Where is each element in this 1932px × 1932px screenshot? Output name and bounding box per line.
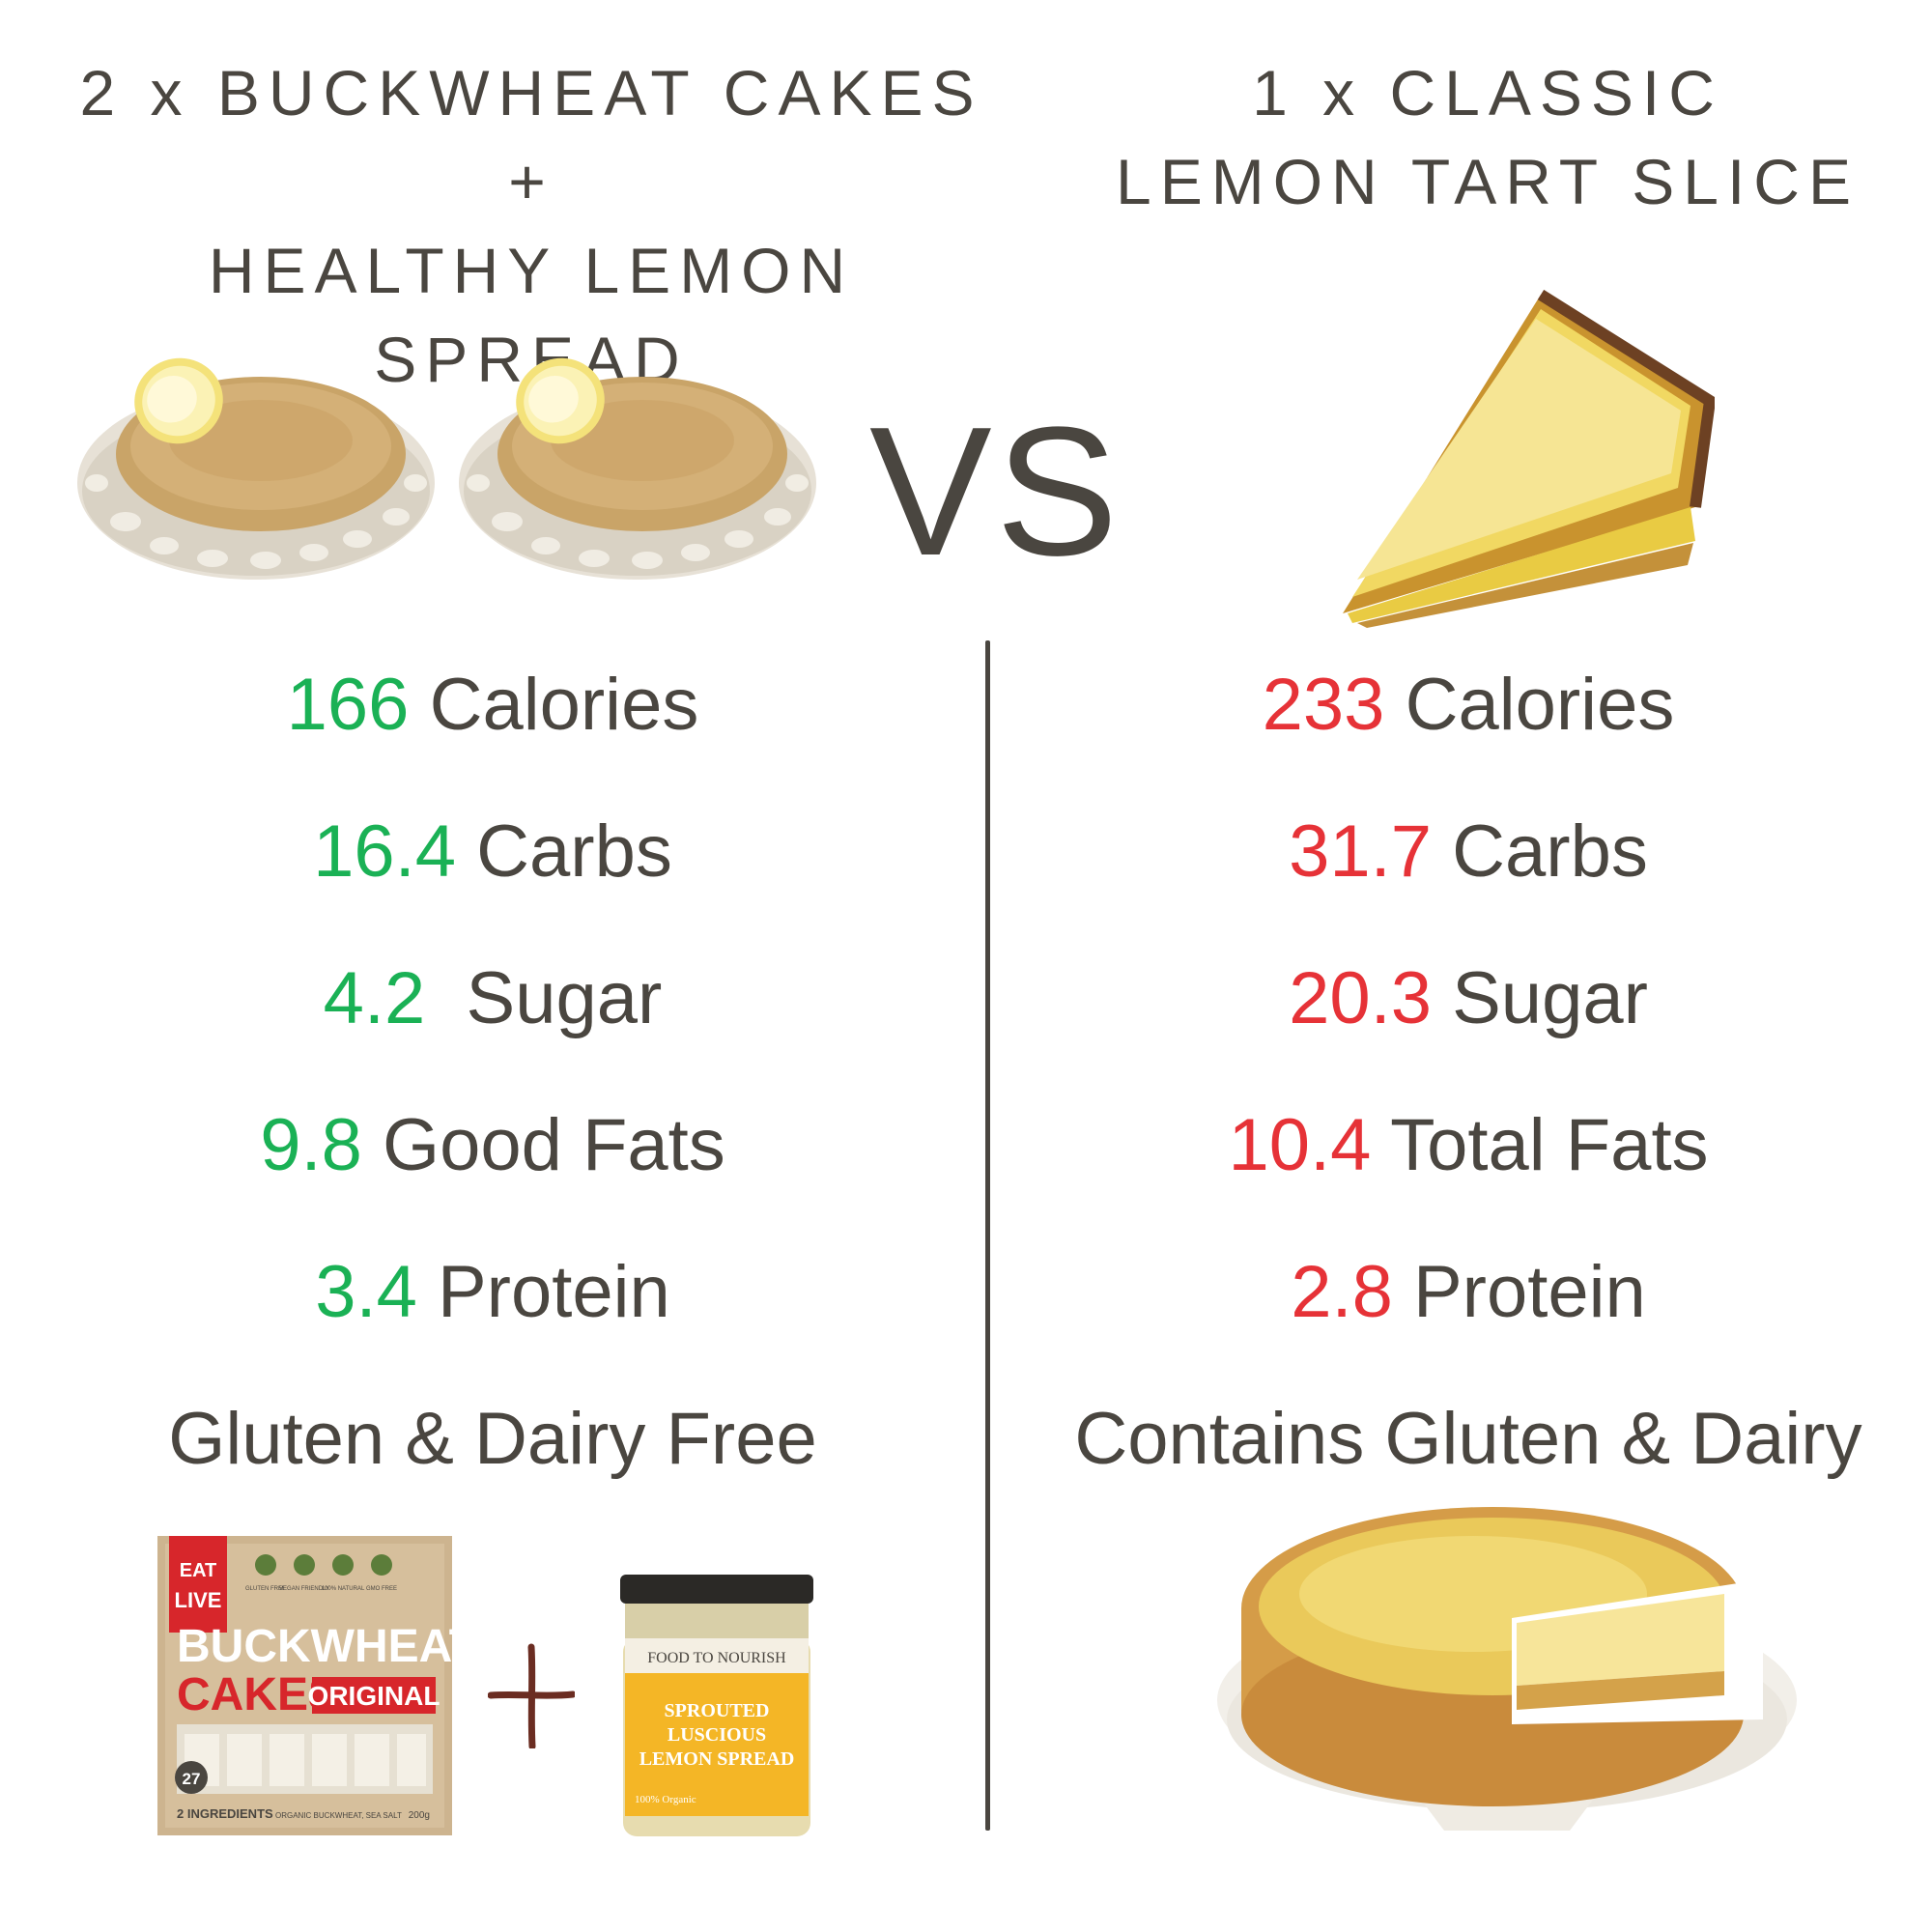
buckwheat-cakes-box-image: EAT LIVE GLUTEN FREE VEGAN FRIENDLY 100%… (157, 1536, 452, 1835)
stat-value: 2.8 (1291, 1251, 1393, 1333)
note-text: Gluten & Dairy Free (168, 1398, 817, 1480)
box-calories: 27 (183, 1770, 201, 1788)
stat-label: Carbs (456, 810, 672, 893)
left-stat-calories: 166 Calories (29, 657, 956, 804)
right-stat-protein: 2.8 Protein (1014, 1244, 1922, 1391)
right-stat-sugar: 20.3 Sugar (1014, 951, 1922, 1097)
stat-value: 20.3 (1289, 957, 1432, 1039)
box-badge-1: GLUTEN FREE (245, 1586, 286, 1592)
box-product-line1: BUCKWHEAT (177, 1621, 452, 1672)
stat-value: 9.8 (260, 1104, 362, 1186)
stat-value: 233 (1262, 664, 1385, 746)
left-stats: 166 Calories 16.4 Carbs 4.2 Sugar 9.8 Go… (29, 657, 956, 1538)
jar-line3: LEMON SPREAD (639, 1748, 795, 1770)
jar-footer: 100% Organic (635, 1794, 696, 1805)
box-brand-line2: LIVE (175, 1588, 222, 1612)
stat-label: Protein (1392, 1251, 1646, 1333)
right-title-line1: 1 x CLASSIC (1252, 57, 1723, 128)
stat-label: Protein (416, 1251, 670, 1333)
left-stat-sugar: 4.2 Sugar (29, 951, 956, 1097)
stat-label: Good Fats (361, 1104, 725, 1186)
left-stat-fats: 9.8 Good Fats (29, 1097, 956, 1244)
box-weight: 200g (409, 1810, 430, 1821)
lemon-spread-jar-image: FOOD TO NOURISH SPROUTED LUSCIOUS LEMON … (615, 1575, 818, 1840)
stat-value: 166 (286, 664, 410, 746)
stat-value: 4.2 (323, 957, 426, 1039)
stat-label: Sugar (425, 957, 663, 1039)
center-divider (985, 640, 990, 1831)
stat-label: Calories (1384, 664, 1675, 746)
left-stat-protein: 3.4 Protein (29, 1244, 956, 1391)
buckwheat-cake-image-1 (68, 328, 444, 589)
right-stat-fats: 10.4 Total Fats (1014, 1097, 1922, 1244)
left-stat-carbs: 16.4 Carbs (29, 804, 956, 951)
box-ingredients: 2 INGREDIENTS (177, 1806, 273, 1821)
lemon-tart-whole-image (1183, 1502, 1816, 1835)
jar-line1: SPROUTED (665, 1700, 770, 1721)
vs-label: VS (869, 389, 1122, 594)
box-badge-3: 100% NATURAL (322, 1586, 365, 1592)
right-stat-calories: 233 Calories (1014, 657, 1922, 804)
stat-label: Sugar (1432, 957, 1648, 1039)
box-badge-2: VEGAN FRIENDLY (279, 1586, 329, 1592)
stat-value: 16.4 (313, 810, 457, 893)
plus-icon (488, 1642, 575, 1748)
left-title-line1: 2 x BUCKWHEAT CAKES + (79, 57, 983, 217)
box-brand-line1: EAT (180, 1560, 217, 1581)
left-note: Gluten & Dairy Free (29, 1391, 956, 1538)
box-variant: ORIGINAL (308, 1681, 440, 1711)
box-ingredients-detail: ORGANIC BUCKWHEAT, SEA SALT (275, 1811, 402, 1820)
left-title: 2 x BUCKWHEAT CAKES + HEALTHY LEMON SPRE… (48, 48, 1014, 404)
stat-label: Carbs (1432, 810, 1648, 893)
stat-label: Total Fats (1371, 1104, 1709, 1186)
buckwheat-cake-image-2 (449, 328, 826, 589)
stat-value: 31.7 (1289, 810, 1433, 893)
right-note: Contains Gluten & Dairy (1014, 1391, 1922, 1538)
stat-value: 10.4 (1228, 1104, 1372, 1186)
lemon-tart-slice-image (1328, 290, 1715, 628)
stat-label: Calories (409, 664, 699, 746)
right-stats: 233 Calories 31.7 Carbs 20.3 Sugar 10.4 … (1014, 657, 1922, 1538)
jar-line2: LUSCIOUS (668, 1724, 766, 1746)
box-badge-4: GMO FREE (366, 1586, 397, 1592)
right-title: 1 x CLASSIC LEMON TART SLICE (1063, 48, 1913, 226)
stat-value: 3.4 (315, 1251, 417, 1333)
right-stat-carbs: 31.7 Carbs (1014, 804, 1922, 951)
right-title-line2: LEMON TART SLICE (1116, 146, 1860, 217)
note-text: Contains Gluten & Dairy (1074, 1398, 1862, 1480)
jar-brand: FOOD TO NOURISH (647, 1650, 786, 1666)
